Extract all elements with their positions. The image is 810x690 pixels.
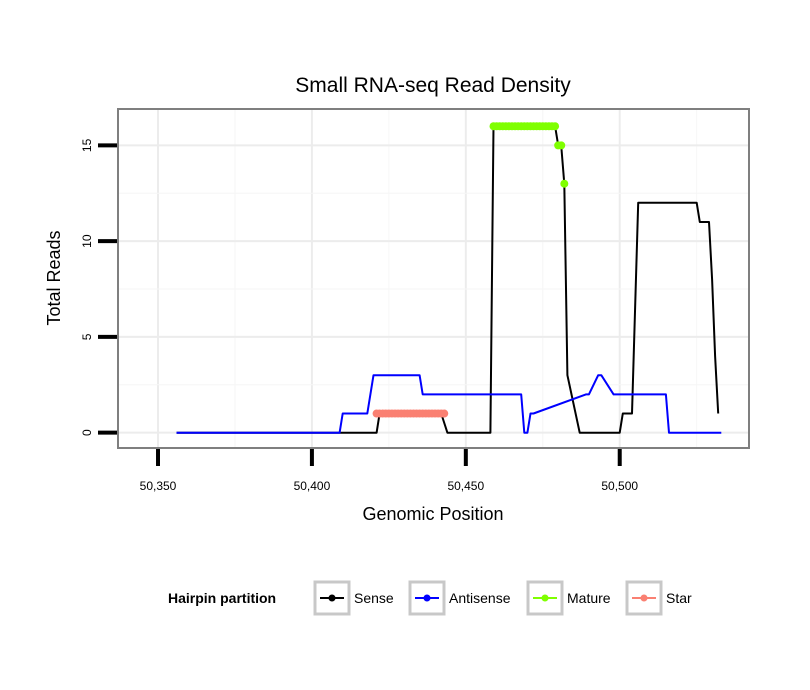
series-points-star (372, 409, 449, 418)
y-tick-label: 15 (80, 138, 94, 152)
y-tick-label: 5 (80, 333, 94, 340)
legend-item-antisense: Antisense (408, 580, 511, 616)
data-point-star (440, 409, 449, 418)
data-point-mature (557, 141, 566, 150)
x-axis-label: Genomic Position (362, 504, 503, 524)
legend-item-mature: Mature (526, 580, 611, 616)
plot-background (118, 109, 749, 448)
x-axis: 50,350 50,400 50,450 50,500 (140, 449, 638, 493)
series-points-mature (489, 122, 569, 188)
gridlines (118, 109, 749, 448)
legend-swatch-point-sense (328, 594, 336, 602)
x-tick-label: 50,350 (140, 479, 177, 493)
legend-swatch-point-star (640, 594, 648, 602)
chart-title: Small RNA-seq Read Density (295, 74, 571, 97)
plot-area (118, 109, 749, 448)
data-point-mature (560, 179, 569, 188)
y-tick-label: 0 (80, 429, 94, 436)
legend-swatch-point-mature (541, 594, 549, 602)
series-line-sense (176, 125, 720, 434)
series-line-antisense (176, 374, 722, 434)
legend: Hairpin partition Sense Antisense Mature St… (168, 580, 692, 616)
x-tick-label: 50,450 (447, 479, 484, 493)
y-axis: 0 5 10 15 (80, 138, 117, 436)
data-point-mature (551, 122, 560, 131)
series-layer (176, 122, 722, 434)
legend-title: Hairpin partition (168, 590, 276, 606)
x-tick-label: 50,500 (601, 479, 638, 493)
plot-frame (117, 108, 750, 449)
legend-label-star: Star (666, 590, 692, 606)
legend-label-mature: Mature (567, 590, 611, 606)
legend-item-star: Star (625, 580, 692, 616)
legend-label-sense: Sense (354, 590, 394, 606)
y-axis-label: Total Reads (44, 230, 64, 325)
legend-item-sense: Sense (313, 580, 394, 616)
y-tick-label: 10 (80, 234, 94, 248)
legend-label-antisense: Antisense (449, 590, 511, 606)
x-tick-label: 50,400 (294, 479, 331, 493)
legend-swatch-point-antisense (423, 594, 431, 602)
